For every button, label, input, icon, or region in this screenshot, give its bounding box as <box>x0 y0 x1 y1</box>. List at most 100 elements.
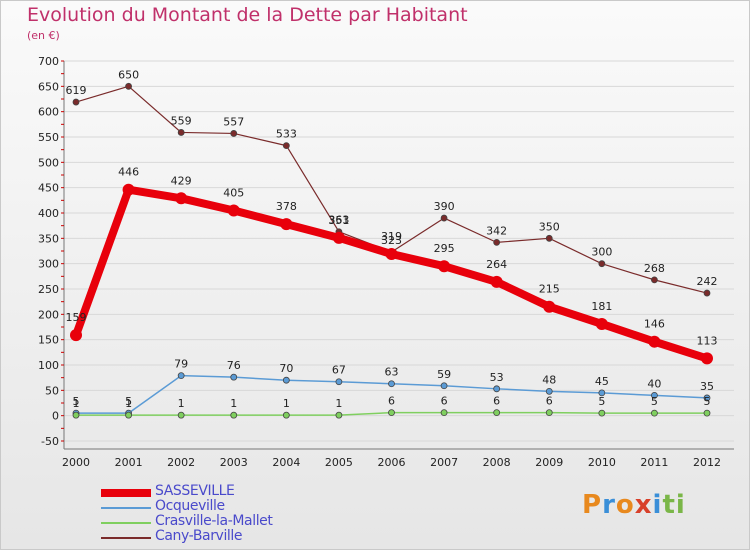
data-point <box>227 204 240 217</box>
y-tick-label: 700 <box>38 55 59 68</box>
chart-unit-label: (en €) <box>27 29 60 42</box>
data-label: 181 <box>591 300 612 313</box>
data-point <box>651 409 658 417</box>
chart-title: Evolution du Montant de la Dette par Hab… <box>27 4 468 26</box>
data-point <box>230 373 238 381</box>
data-point <box>598 409 606 417</box>
data-label: 5 <box>125 395 132 408</box>
x-tick-label: 2001 <box>115 456 143 469</box>
data-label: 242 <box>697 275 718 288</box>
x-tick-label: 2002 <box>167 456 195 469</box>
x-tick-label: 2004 <box>272 456 300 469</box>
data-point <box>651 391 658 399</box>
y-tick-label: -50 <box>41 435 59 448</box>
data-label: 5 <box>73 395 80 408</box>
data-point <box>385 248 398 261</box>
data-point <box>490 275 503 288</box>
data-label: 59 <box>437 368 451 381</box>
y-tick-label: 0 <box>52 410 59 423</box>
data-point <box>70 329 82 342</box>
data-label: 79 <box>174 358 188 371</box>
x-tick-label: 2005 <box>325 456 353 469</box>
legend-swatch <box>101 507 151 509</box>
logo-letter: i <box>675 490 686 520</box>
data-label: 378 <box>276 200 297 213</box>
data-label: 619 <box>66 84 87 97</box>
y-tick-label: 200 <box>38 308 59 321</box>
y-tick-label: 350 <box>38 232 59 245</box>
data-point <box>230 130 238 137</box>
data-point <box>703 394 711 402</box>
data-label: 76 <box>227 359 241 372</box>
data-label: 557 <box>223 115 244 128</box>
data-point <box>545 387 553 395</box>
data-label: 6 <box>388 395 395 408</box>
x-tick-label: 2003 <box>220 456 248 469</box>
logo-letter: i <box>652 490 663 520</box>
data-point <box>388 409 395 417</box>
y-tick-label: 550 <box>38 131 59 144</box>
data-point <box>701 352 713 365</box>
logo-letter: P <box>582 490 603 520</box>
x-tick-label: 2009 <box>535 456 563 469</box>
data-label: 351 <box>328 214 349 227</box>
data-label: 5 <box>598 395 605 408</box>
data-label: 67 <box>332 364 346 377</box>
data-point <box>703 409 711 417</box>
data-label: 390 <box>434 200 455 213</box>
data-label: 159 <box>66 311 87 324</box>
x-tick-label: 2012 <box>693 456 721 469</box>
data-point <box>282 411 290 419</box>
data-label: 70 <box>279 362 293 375</box>
series-line <box>72 185 711 363</box>
legend-swatch <box>101 489 151 497</box>
data-label: 146 <box>644 318 665 331</box>
data-point <box>125 411 132 419</box>
data-point <box>440 214 448 222</box>
data-point <box>388 380 395 388</box>
data-point <box>440 382 448 390</box>
data-label: 405 <box>223 186 244 199</box>
data-point <box>122 183 135 196</box>
data-point <box>72 411 80 419</box>
data-label: 559 <box>171 114 192 127</box>
data-label: 113 <box>697 334 718 347</box>
data-point <box>282 142 290 150</box>
data-point <box>125 82 132 90</box>
x-tick-label: 2006 <box>378 456 406 469</box>
data-point <box>230 411 238 419</box>
proxiti-logo: Proxiti <box>582 490 686 520</box>
y-tick-label: 400 <box>38 207 59 220</box>
data-label: 264 <box>486 258 507 271</box>
x-tick-label: 2011 <box>640 456 668 469</box>
data-point <box>493 409 501 417</box>
y-tick-label: 150 <box>38 334 59 347</box>
y-tick-label: 600 <box>38 106 59 119</box>
x-tick-label: 2000 <box>62 456 90 469</box>
data-label: 1 <box>178 397 185 410</box>
data-point <box>177 129 185 136</box>
data-label: 1 <box>283 397 290 410</box>
y-tick-label: 300 <box>38 258 59 271</box>
data-label: 1 <box>335 397 342 410</box>
data-point <box>440 409 448 417</box>
data-label: 268 <box>644 262 665 275</box>
data-label: 319 <box>381 230 402 243</box>
legend-label: Ocqueville <box>155 498 225 514</box>
data-label: 5 <box>704 395 711 408</box>
data-point <box>438 260 451 273</box>
data-label: 6 <box>546 395 553 408</box>
legend-label: Cany-Barville <box>155 528 243 544</box>
data-label: 1 <box>230 397 237 410</box>
y-tick-label: 50 <box>45 384 59 397</box>
data-point <box>493 238 501 246</box>
logo-letter: t <box>662 490 676 520</box>
data-label: 40 <box>647 377 661 390</box>
data-label: 429 <box>171 174 192 187</box>
data-label: 35 <box>700 380 714 393</box>
data-label: 6 <box>493 395 500 408</box>
data-point <box>545 234 553 242</box>
data-point <box>598 389 606 397</box>
